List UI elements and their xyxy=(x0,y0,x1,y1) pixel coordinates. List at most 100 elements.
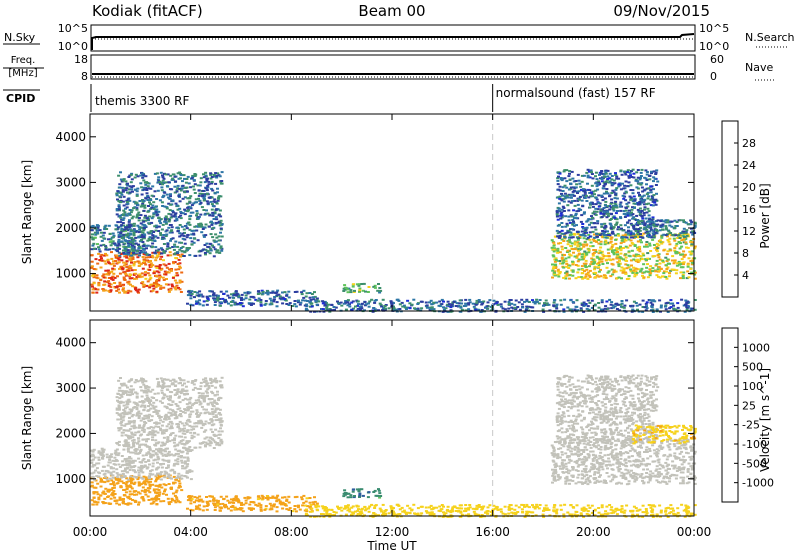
power-cell xyxy=(154,246,158,249)
power-cell xyxy=(630,176,634,178)
power-cell xyxy=(580,174,584,177)
power-cell xyxy=(633,273,637,276)
power-cell xyxy=(683,235,687,238)
velocity-cell xyxy=(183,462,187,465)
power-cell xyxy=(259,304,263,307)
power-cell xyxy=(455,302,459,305)
power-cell xyxy=(189,195,193,198)
power-cell xyxy=(630,170,633,172)
power-cell xyxy=(157,210,161,213)
velocity-cell xyxy=(127,436,130,439)
power-cell xyxy=(684,241,688,244)
power-cell xyxy=(159,284,163,287)
velocity-cell xyxy=(162,500,166,503)
velocity-cell xyxy=(190,434,194,437)
power-cell xyxy=(613,202,617,205)
power-cell xyxy=(658,262,662,265)
velocity-cell xyxy=(99,477,103,480)
power-cell xyxy=(638,270,642,273)
power-cell xyxy=(288,302,292,305)
power-cell xyxy=(685,306,689,309)
power-cell xyxy=(596,208,600,211)
power-cell xyxy=(672,307,676,310)
power-cell xyxy=(584,259,588,262)
power-cell xyxy=(204,171,208,174)
power-cell xyxy=(624,209,628,212)
power-cell xyxy=(572,220,575,223)
power-cell xyxy=(208,252,212,255)
power-cell xyxy=(590,226,594,229)
power-cell xyxy=(157,230,161,232)
power-cell xyxy=(218,251,221,254)
power-cell xyxy=(573,204,577,207)
velocity-cell xyxy=(133,493,136,496)
power-cell xyxy=(640,209,644,212)
power-cell xyxy=(545,304,549,306)
power-cell xyxy=(553,260,557,263)
velocity-cell xyxy=(168,477,172,479)
power-cell xyxy=(139,214,143,217)
power-cell xyxy=(99,255,103,258)
power-cell xyxy=(655,248,659,251)
power-cell xyxy=(126,198,130,201)
power-cell xyxy=(608,241,612,244)
power-cell xyxy=(169,174,173,177)
power-cell xyxy=(565,180,569,183)
power-cell xyxy=(577,258,581,261)
velocity-cell xyxy=(127,460,131,462)
power-cell xyxy=(452,301,456,303)
power-cell xyxy=(612,253,616,256)
power-cell xyxy=(186,302,189,305)
power-cell xyxy=(624,272,628,275)
power-cell xyxy=(654,184,658,186)
power-cell xyxy=(119,178,123,181)
power-cell xyxy=(195,229,199,232)
power-cell xyxy=(138,245,141,248)
power-cell xyxy=(508,299,512,301)
power-cell xyxy=(178,248,182,251)
velocity-cell xyxy=(148,475,151,478)
power-cell xyxy=(328,308,332,310)
power-cell xyxy=(689,308,693,311)
power-cell xyxy=(610,192,614,194)
power-cell xyxy=(429,299,433,302)
power-cell xyxy=(152,272,156,275)
power-cell xyxy=(682,230,686,233)
power-cell xyxy=(601,208,604,211)
power-cell xyxy=(645,266,649,269)
power-cell xyxy=(612,251,616,254)
power-cell xyxy=(646,270,650,273)
power-cell xyxy=(148,268,152,271)
velocity-cell xyxy=(124,463,128,466)
power-cell xyxy=(416,303,420,305)
power-cell xyxy=(586,305,590,308)
power-cell xyxy=(624,173,628,176)
velocity-cell xyxy=(168,454,172,457)
velocity-cell xyxy=(210,408,214,411)
power-cell xyxy=(101,259,105,262)
power-cell xyxy=(293,291,297,293)
power-cell xyxy=(525,300,529,303)
power-cell xyxy=(623,238,627,241)
power-cell xyxy=(144,183,148,186)
power-cell xyxy=(216,191,219,194)
power-cell xyxy=(420,300,424,303)
velocity-cell xyxy=(125,477,129,480)
power-cell xyxy=(178,265,182,268)
power-cell xyxy=(103,289,107,292)
power-cell xyxy=(589,263,593,266)
power-cell xyxy=(203,226,207,229)
nsearch-label: N.Search xyxy=(745,31,795,44)
power-cell xyxy=(173,245,176,248)
power-cell xyxy=(566,196,570,199)
power-cell xyxy=(144,197,148,200)
power-cell xyxy=(568,253,571,256)
power-cell xyxy=(219,182,223,185)
power-cell xyxy=(560,192,563,195)
power-cell xyxy=(162,263,166,266)
power-cell xyxy=(624,180,628,183)
power-cell xyxy=(582,301,586,304)
velocity-cell xyxy=(167,474,171,477)
velocity-cell xyxy=(140,465,144,467)
power-cell xyxy=(125,255,129,257)
